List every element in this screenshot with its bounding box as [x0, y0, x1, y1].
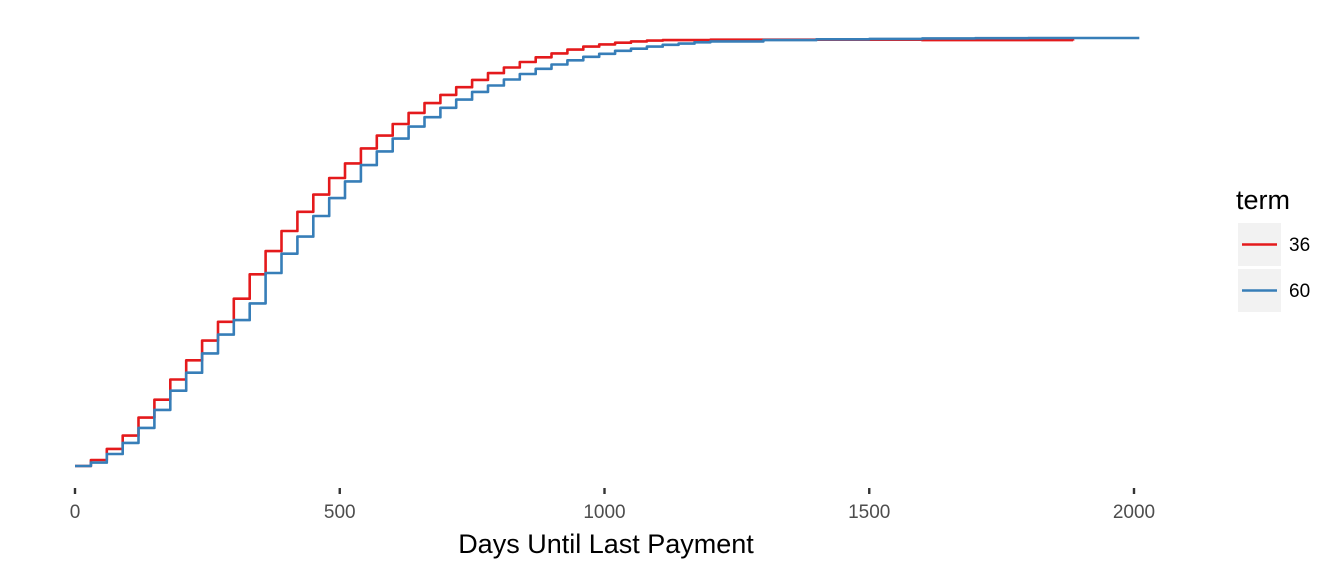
x-axis-title: Days Until Last Payment — [458, 529, 754, 559]
plot-lines — [75, 36, 1140, 468]
x-tick-label: 2000 — [1113, 502, 1155, 523]
legend-label-60: 60 — [1289, 281, 1310, 302]
series-line-36 — [75, 38, 1075, 468]
x-axis: 0 500 1000 1500 2000 — [70, 488, 1155, 523]
x-tick-label: 1500 — [848, 502, 890, 523]
legend-title: term — [1236, 185, 1290, 215]
x-tick-label: 0 — [70, 502, 81, 523]
series-line-60 — [75, 36, 1140, 468]
legend: term 36 60 — [1236, 185, 1310, 312]
legend-label-36: 36 — [1289, 235, 1310, 256]
legend-items: 36 60 — [1238, 223, 1310, 312]
x-tick-label: 1000 — [583, 502, 625, 523]
x-tick-label: 500 — [324, 502, 356, 523]
